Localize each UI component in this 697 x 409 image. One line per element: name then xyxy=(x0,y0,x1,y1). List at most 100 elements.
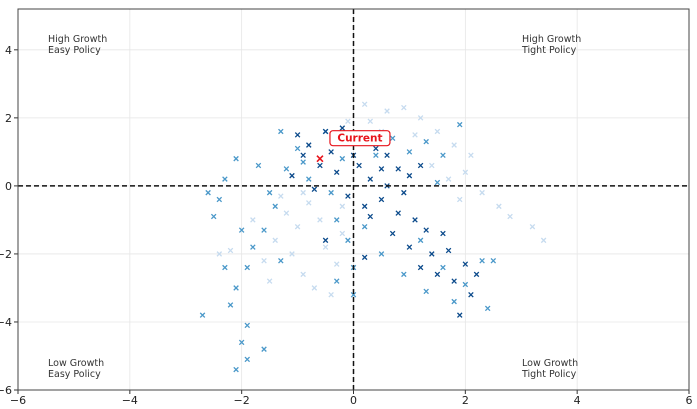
data-point xyxy=(456,312,463,318)
data-point xyxy=(361,223,368,230)
data-point xyxy=(266,189,273,196)
data-point xyxy=(233,155,239,162)
quadrant-label-bottom-right-2: Tight Policy xyxy=(521,369,577,380)
quadrant-label-top-right-1: High Growth xyxy=(522,34,581,45)
data-point xyxy=(384,108,390,114)
data-point xyxy=(322,244,329,250)
data-point xyxy=(401,189,407,196)
data-point xyxy=(339,125,346,131)
data-point xyxy=(339,155,346,162)
current-label-box xyxy=(329,130,391,147)
quadrant-label-bottom-right-1: Low Growth xyxy=(522,358,578,369)
data-point xyxy=(496,203,502,210)
data-point xyxy=(434,271,441,278)
data-point xyxy=(261,346,267,352)
data-point xyxy=(244,356,251,363)
data-point xyxy=(445,247,452,254)
data-point xyxy=(350,291,357,298)
data-point xyxy=(451,298,457,305)
data-point xyxy=(395,166,401,172)
quadrant-label-bottom-left-2: Easy Policy xyxy=(48,369,101,380)
data-point xyxy=(233,285,239,291)
data-point xyxy=(462,169,469,176)
data-point xyxy=(333,169,340,176)
quadrant-label-top-left-1: High Growth xyxy=(48,34,107,45)
quadrant-label-bottom-left-1: Low Growth xyxy=(48,358,104,369)
x-tick-label: −6 xyxy=(10,394,26,405)
data-point xyxy=(278,128,284,135)
data-point xyxy=(311,186,318,193)
data-point xyxy=(378,196,385,203)
quadrant-label-top-left-2: Easy Policy xyxy=(48,45,101,56)
data-point xyxy=(389,135,396,142)
data-point xyxy=(278,193,284,199)
data-point xyxy=(306,200,312,206)
current-label: Current xyxy=(329,130,391,147)
data-point xyxy=(440,230,446,237)
current-label-text: Current xyxy=(337,133,382,145)
data-point xyxy=(484,305,491,312)
current-marker xyxy=(316,155,324,163)
x-tick-label: 6 xyxy=(686,394,693,405)
data-point xyxy=(529,223,536,230)
data-point xyxy=(356,162,362,169)
data-point xyxy=(361,254,368,261)
data-point xyxy=(238,227,245,233)
series-medium xyxy=(199,121,497,373)
data-point xyxy=(479,257,485,264)
data-point xyxy=(227,247,234,254)
data-point xyxy=(222,264,228,271)
data-point xyxy=(406,244,413,250)
data-point xyxy=(345,118,351,125)
data-point xyxy=(412,217,418,223)
data-point xyxy=(300,189,306,196)
data-point xyxy=(294,132,301,138)
x-tick-label: 4 xyxy=(574,394,581,405)
data-point xyxy=(417,264,424,271)
data-point xyxy=(300,159,306,165)
y-tick-label: 0 xyxy=(5,180,12,193)
y-tick-label: −2 xyxy=(0,248,12,261)
data-point xyxy=(361,203,368,210)
data-point xyxy=(306,176,312,182)
data-point xyxy=(507,213,513,220)
data-point xyxy=(294,223,301,230)
data-point xyxy=(373,152,379,159)
data-point xyxy=(333,217,340,223)
data-point xyxy=(205,189,211,196)
data-point xyxy=(328,189,334,196)
quadrant-labels: High Growth Easy Policy High Growth Tigh… xyxy=(48,34,581,380)
plot-frame xyxy=(17,8,690,391)
data-point xyxy=(406,172,413,179)
data-point xyxy=(384,152,390,159)
data-point xyxy=(367,118,374,125)
data-point xyxy=(417,237,424,244)
data-point xyxy=(361,101,368,108)
data-point xyxy=(283,166,290,172)
data-point xyxy=(423,138,429,145)
data-point xyxy=(462,281,469,288)
data-point xyxy=(227,302,234,308)
data-point xyxy=(367,213,374,220)
series-light xyxy=(216,101,547,298)
data-point xyxy=(456,196,463,203)
data-point xyxy=(222,176,228,182)
data-point xyxy=(272,237,278,244)
x-tick-label: −2 xyxy=(234,394,250,405)
data-point xyxy=(283,210,290,216)
data-point xyxy=(440,152,446,159)
data-point xyxy=(244,322,251,329)
data-point xyxy=(306,142,312,148)
data-point xyxy=(294,145,301,152)
data-point xyxy=(451,278,457,284)
data-point xyxy=(317,217,323,223)
data-point xyxy=(289,172,295,179)
scatter-points xyxy=(199,101,547,373)
data-point xyxy=(244,264,251,271)
data-point xyxy=(417,162,424,169)
data-point xyxy=(423,227,429,233)
data-point xyxy=(233,366,239,373)
data-point xyxy=(250,244,256,250)
data-point xyxy=(451,142,457,148)
